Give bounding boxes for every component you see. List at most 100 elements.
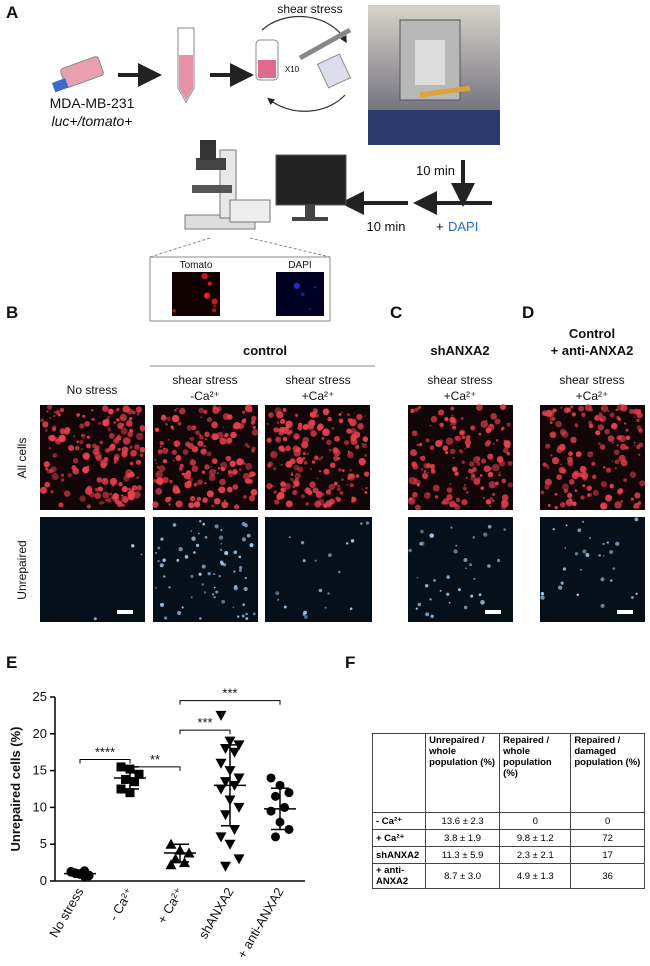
cell-dot xyxy=(318,469,322,473)
cell-dot xyxy=(599,444,606,450)
cell-dot xyxy=(420,455,426,461)
cell-dot xyxy=(449,448,456,455)
cell-dot xyxy=(633,441,636,444)
cell-dot xyxy=(286,431,291,436)
cell-dot xyxy=(556,447,563,454)
cell-dot xyxy=(326,439,332,446)
summary-table: Unrepaired / whole population (%) Repair… xyxy=(371,733,645,889)
cell-dot xyxy=(455,497,461,503)
cell-dot xyxy=(172,523,177,527)
cell-dot xyxy=(489,504,492,508)
repeat-text: X10 xyxy=(285,65,300,74)
cell-dot xyxy=(107,408,114,415)
cell-dot xyxy=(361,488,364,491)
cell-dot xyxy=(341,478,344,481)
cell-dot xyxy=(331,427,335,430)
cell-dot xyxy=(554,492,558,496)
table-cell: 3.8 ± 1.9 xyxy=(425,829,501,847)
cell-dot xyxy=(362,436,369,442)
cell-dot xyxy=(559,502,566,508)
header-cell: Repaired / damaged population (%) xyxy=(570,733,645,813)
cell-dot xyxy=(565,524,568,527)
cell-dot xyxy=(571,471,579,480)
cell-dot xyxy=(233,586,238,591)
cell-dot xyxy=(300,494,306,499)
table-cell: 0 xyxy=(570,812,645,830)
cell-dot xyxy=(118,433,120,436)
cell-dot xyxy=(355,445,360,449)
cell-dot xyxy=(473,577,476,580)
cell-dot xyxy=(417,405,422,409)
cell-dot xyxy=(50,490,54,494)
cell-dot xyxy=(338,413,342,416)
cell-dot xyxy=(614,459,620,465)
cell-dot xyxy=(219,437,227,445)
table-row: shANXA2 11.3 ± 5.9 2.3 ± 2.1 17 xyxy=(371,846,645,864)
cell-dot xyxy=(598,554,602,557)
cell-dot xyxy=(94,445,100,451)
cell-dot xyxy=(220,529,223,532)
cell-dot xyxy=(487,564,491,568)
cell-dot xyxy=(316,477,319,480)
image-bg xyxy=(408,517,513,622)
cell-dot xyxy=(602,554,605,557)
cell-dot xyxy=(362,443,367,449)
cell-dot xyxy=(179,463,184,468)
cell-dot xyxy=(480,420,488,428)
cell-dot xyxy=(276,421,280,424)
cell-dot xyxy=(81,448,84,451)
cell-dot xyxy=(498,473,501,477)
cell-dot xyxy=(117,422,124,429)
cell-dot xyxy=(155,470,163,479)
cell-dot xyxy=(116,407,120,412)
cell-dot xyxy=(501,500,509,508)
cell-dot xyxy=(120,427,128,435)
cell-dot xyxy=(472,467,477,472)
cell-dot xyxy=(279,426,285,433)
cell-dot xyxy=(43,461,50,468)
cell-dot xyxy=(459,429,466,436)
cell-dot xyxy=(198,572,202,576)
cell-dot xyxy=(607,435,615,442)
cell-dot xyxy=(176,407,179,410)
cell-dot xyxy=(327,592,330,595)
y-tick-label: 5 xyxy=(40,836,47,851)
cell-dot xyxy=(545,443,551,449)
cell-dot xyxy=(236,458,244,466)
cell-dot xyxy=(497,458,502,462)
cell-dot xyxy=(492,463,500,472)
cell-dot xyxy=(504,442,511,449)
cell-dot xyxy=(169,479,173,484)
table-cell: 8.7 ± 3.0 xyxy=(425,863,501,889)
cell-dot xyxy=(347,450,350,453)
cell-dot xyxy=(174,409,177,412)
cell-dot xyxy=(350,539,355,543)
cell-dot xyxy=(420,541,425,546)
cell-dot xyxy=(322,428,330,437)
cell-dot xyxy=(302,457,306,460)
cell-dot xyxy=(227,471,234,478)
cell-dot xyxy=(79,440,84,445)
cell-dot xyxy=(110,478,116,484)
cell-dot xyxy=(157,449,163,455)
cell-dot xyxy=(217,472,219,475)
cell-dot xyxy=(50,466,57,473)
cell-dot xyxy=(318,457,322,461)
cell-dot xyxy=(79,495,86,502)
cell-dot xyxy=(172,459,175,462)
cell-dot xyxy=(91,409,94,412)
cell-dot xyxy=(577,528,582,533)
cell-dot xyxy=(136,485,142,491)
cell-dot xyxy=(296,456,304,465)
cell-dot xyxy=(638,428,643,433)
cell-dot xyxy=(603,466,606,469)
micrograph xyxy=(40,517,145,622)
cell-dot xyxy=(133,444,140,450)
cell-dot xyxy=(105,499,108,501)
cell-dot xyxy=(467,468,473,474)
cell-dot xyxy=(74,445,80,451)
cell-dot xyxy=(239,473,241,476)
scale-bar xyxy=(617,610,633,614)
data-point xyxy=(220,777,231,788)
